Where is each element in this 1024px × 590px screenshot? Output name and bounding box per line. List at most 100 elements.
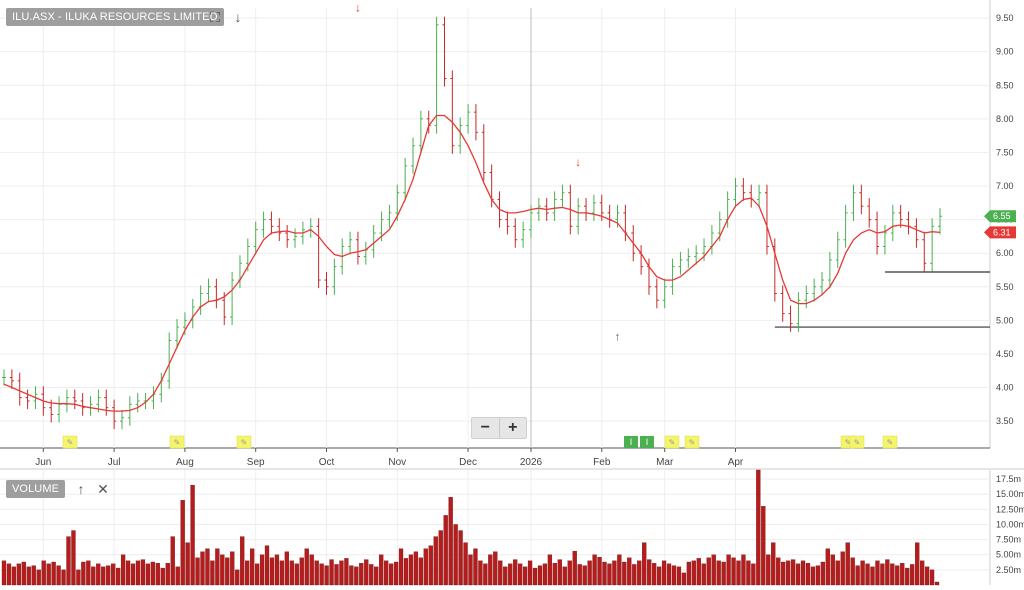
price-tick-label: 8.00 xyxy=(996,114,1014,124)
volume-bar xyxy=(259,554,265,586)
volume-bar xyxy=(924,566,930,586)
volume-bar xyxy=(681,572,687,586)
annotation-marker xyxy=(236,435,252,449)
dividend-marker xyxy=(640,436,654,448)
volume-bar xyxy=(805,563,811,586)
volume-bar xyxy=(651,563,657,586)
volume-bar xyxy=(120,554,126,586)
annotation-marker xyxy=(684,435,700,449)
price-tick-label: 8.50 xyxy=(996,80,1014,90)
volume-bar xyxy=(527,560,533,586)
arrow-up-icon[interactable]: ↑ xyxy=(77,481,85,497)
volume-bar xyxy=(334,564,339,586)
volume-bar xyxy=(245,560,250,586)
volume-panel-title: VOLUME xyxy=(6,480,66,498)
volume-bar xyxy=(324,565,329,586)
volume-bar xyxy=(532,567,538,586)
volume-bar xyxy=(264,545,270,586)
chart-title: ILU.ASX - ILUKA RESOURCES LIMITED xyxy=(6,8,224,26)
pencil-icon: ✎ xyxy=(845,438,852,447)
volume-bar xyxy=(696,558,701,586)
volume-bar xyxy=(354,566,359,586)
volume-bar xyxy=(562,566,567,586)
zoom-control: − + xyxy=(471,417,527,439)
volume-bar xyxy=(51,561,56,586)
close-icon[interactable]: ✕ xyxy=(97,481,109,497)
volume-bar xyxy=(721,561,726,586)
volume-bar xyxy=(478,560,483,586)
volume-bar xyxy=(612,560,617,586)
pencil-icon: ✎ xyxy=(854,438,861,447)
volume-bar xyxy=(701,563,706,586)
sell-signal-arrow: ↓ xyxy=(575,155,581,169)
pencil-icon: ✎ xyxy=(174,438,181,447)
volume-bar xyxy=(210,560,215,586)
volume-bar xyxy=(180,500,185,586)
volume-bar xyxy=(16,563,22,586)
volume-bar xyxy=(865,563,870,586)
volume-bar xyxy=(567,560,572,586)
volume-bar xyxy=(11,566,17,586)
pencil-icon: ✎ xyxy=(669,438,676,447)
volume-bar xyxy=(617,554,622,586)
annotation-marker xyxy=(62,435,78,449)
pencil-icon: ✎ xyxy=(689,438,696,447)
volume-bar xyxy=(71,530,76,586)
volume-bar xyxy=(498,560,503,586)
zoom-in-button[interactable]: + xyxy=(498,418,527,438)
annotation-marker xyxy=(664,435,680,449)
volume-bar xyxy=(235,569,240,586)
volume-bar xyxy=(766,554,771,586)
volume-bar xyxy=(776,557,781,586)
volume-bar xyxy=(592,554,597,586)
volume-bar xyxy=(547,554,553,586)
volume-bar xyxy=(388,563,394,586)
volume-bar xyxy=(101,566,106,586)
annotation-marker xyxy=(882,435,898,449)
volume-bar xyxy=(106,565,111,586)
price-tick-label: 3.50 xyxy=(996,416,1014,426)
volume-bar xyxy=(671,565,677,586)
volume-bar xyxy=(254,563,260,586)
volume-bar xyxy=(795,563,801,586)
price-tick-label: 9.50 xyxy=(996,13,1014,23)
volume-bar xyxy=(26,566,31,586)
volume-bar xyxy=(135,560,141,586)
price-tick-label: 7.50 xyxy=(996,147,1014,157)
zoom-out-button[interactable]: − xyxy=(480,419,490,436)
volume-bar xyxy=(483,563,488,586)
volume-bar xyxy=(46,563,51,586)
volume-bar xyxy=(557,559,562,586)
volume-bar xyxy=(577,564,582,586)
volume-bar xyxy=(468,554,473,586)
volume-bar xyxy=(686,561,692,586)
volume-bar xyxy=(145,563,151,586)
moving-average-tag-shape xyxy=(984,226,1016,239)
expand-icon[interactable]: ⛶ xyxy=(210,9,220,25)
volume-bar xyxy=(895,565,900,586)
volume-bar xyxy=(309,554,314,586)
volume-bar xyxy=(433,536,438,586)
volume-bar xyxy=(493,551,498,586)
volume-bar xyxy=(875,560,880,586)
volume-bar xyxy=(438,530,443,586)
volume-bar xyxy=(1,560,7,586)
volume-bar xyxy=(756,469,761,586)
volume-bar xyxy=(383,560,389,586)
arrow-down-icon[interactable]: ↓ xyxy=(234,9,242,25)
volume-bar xyxy=(86,560,91,586)
volume-bar xyxy=(785,560,791,586)
volume-bar xyxy=(746,560,751,586)
volume-bar xyxy=(552,563,558,586)
volume-bar xyxy=(185,542,190,586)
volume-bar xyxy=(711,554,716,586)
last-price-tag-shape xyxy=(984,210,1016,223)
volume-bar xyxy=(706,557,711,586)
volume-bar xyxy=(850,557,855,586)
volume-bar xyxy=(572,550,577,586)
volume-bar xyxy=(691,560,696,586)
month-tick-label: Mar xyxy=(656,457,674,468)
volume-bar xyxy=(225,557,230,586)
volume-bar xyxy=(279,560,285,586)
